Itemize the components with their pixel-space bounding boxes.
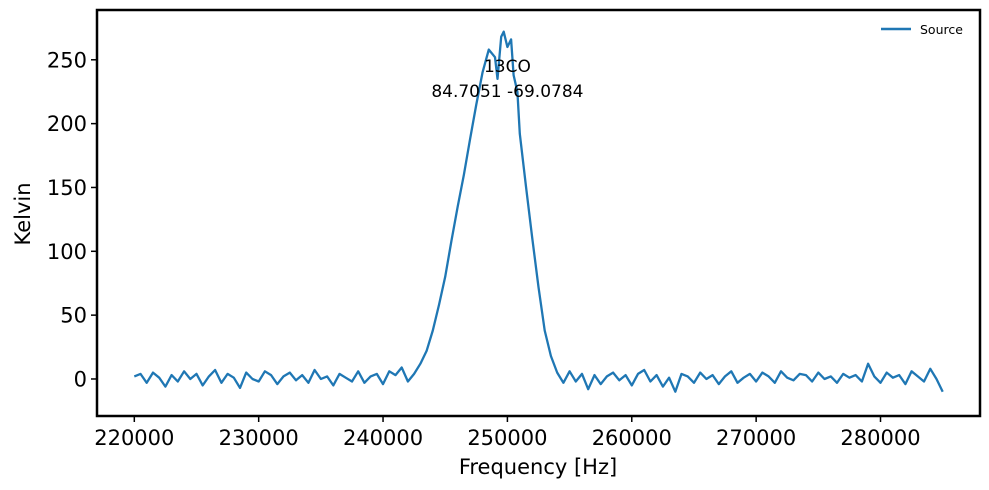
plot-frame	[95, 8, 982, 418]
legend-label-source: Source	[920, 22, 963, 37]
x-tick-label: 250000	[467, 426, 547, 450]
annotation-line1: 13CO	[484, 57, 531, 77]
x-tick-label: 240000	[343, 426, 423, 450]
y-tick-label: 150	[47, 176, 87, 200]
annotation-line2: 84.7051 -69.0784	[431, 82, 583, 102]
y-tick-label: 200	[47, 112, 87, 136]
x-tick-label: 230000	[219, 426, 299, 450]
x-tick-label: 280000	[840, 426, 920, 450]
x-tick-label: 260000	[592, 426, 672, 450]
x-axis-title: Frequency [Hz]	[459, 455, 617, 479]
y-tick-label: 100	[47, 240, 87, 264]
series-line-source	[133, 30, 944, 393]
y-tick-label: 50	[60, 304, 87, 328]
x-tick-label: 220000	[94, 426, 174, 450]
y-tick-label: 250	[47, 48, 87, 72]
y-axis-title: Kelvin	[11, 182, 35, 245]
x-tick-label: 270000	[716, 426, 796, 450]
legend: Source	[881, 22, 963, 37]
y-tick-label: 0	[74, 367, 87, 391]
